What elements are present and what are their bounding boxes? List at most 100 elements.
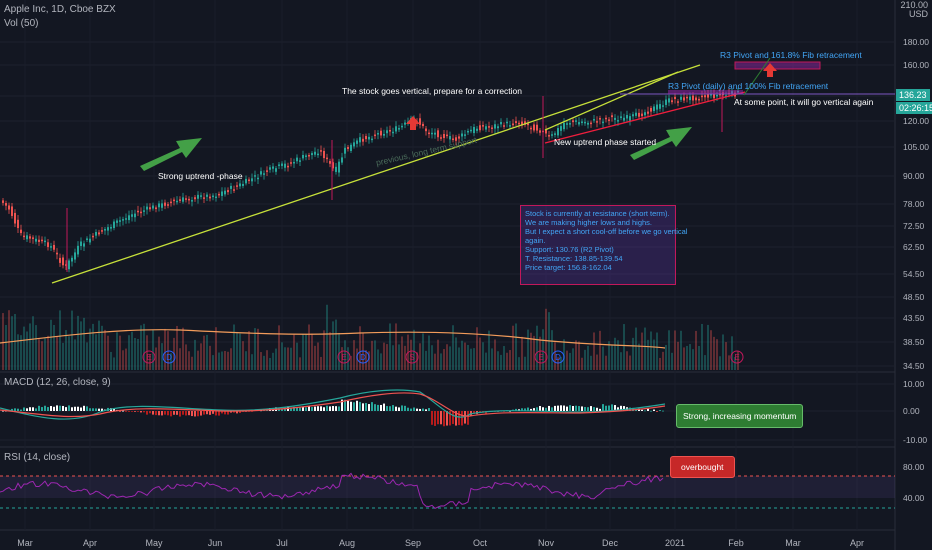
volume-bar	[218, 352, 220, 370]
volume-bar	[212, 355, 214, 370]
candle-body	[680, 96, 682, 100]
volume-bar	[245, 351, 247, 370]
candle-body	[476, 128, 478, 131]
candle-body	[275, 168, 277, 172]
candle-body	[392, 131, 394, 134]
macd-histogram-bar	[527, 407, 529, 411]
momentum-callout[interactable]: Strong, increasing momentum	[676, 404, 804, 428]
macd-legend[interactable]: MACD (12, 26, close, 9)	[4, 377, 111, 388]
macd-histogram-bar	[149, 411, 151, 414]
macd-histogram-bar	[650, 410, 652, 412]
macd-histogram-bar	[50, 405, 52, 411]
macd-histogram-bar	[32, 407, 34, 411]
volume-bar	[158, 336, 160, 370]
candle-body	[653, 106, 655, 112]
macd-histogram-bar	[14, 408, 16, 411]
macd-histogram-bar	[539, 405, 541, 411]
candle-body	[287, 165, 289, 168]
volume-bar	[413, 329, 415, 370]
volume-bar	[185, 344, 187, 370]
macd-histogram-bar	[659, 410, 661, 411]
candle-body	[452, 138, 454, 141]
rsi-legend[interactable]: RSI (14, close)	[4, 452, 71, 463]
macd-histogram-bar	[272, 409, 274, 411]
candle-body	[335, 166, 337, 172]
symbol-title[interactable]: Apple Inc, 1D, Cboe BZX	[4, 4, 116, 15]
volume-bar	[458, 347, 460, 370]
overbought-callout[interactable]: overbought	[670, 456, 735, 478]
candle-body	[656, 104, 658, 110]
volume-bar	[554, 342, 556, 370]
volume-bar	[515, 323, 517, 370]
volume-bar	[275, 348, 277, 370]
macd-histogram-bar	[644, 410, 646, 412]
macd-histogram-bar	[542, 407, 544, 411]
macd-histogram-bar	[38, 405, 40, 411]
macd-tick-label: -10.00	[903, 435, 927, 445]
volume-bar	[83, 317, 85, 370]
candle-body	[572, 120, 574, 123]
volume-bar	[488, 330, 490, 370]
currency-label[interactable]: USD	[908, 9, 928, 19]
macd-histogram-bar	[575, 405, 577, 411]
volume-bar	[425, 350, 427, 370]
volume-bar	[170, 353, 172, 370]
macd-histogram-bar	[662, 410, 664, 412]
candle-body	[83, 243, 85, 247]
volume-bar	[476, 327, 478, 370]
month-label: Aug	[339, 538, 355, 548]
volume-bar	[74, 339, 76, 370]
volume-bar	[50, 319, 52, 370]
macd-histogram-bar	[47, 407, 49, 411]
candle-body	[638, 112, 640, 117]
month-label: Apr	[83, 538, 97, 548]
macd-tick-label: 0.00	[903, 406, 920, 416]
macd-histogram-bar	[572, 405, 574, 411]
candle-body	[650, 107, 652, 112]
volume-bar	[344, 340, 346, 370]
month-label: Jun	[208, 538, 223, 548]
candle-body	[71, 257, 73, 262]
month-label: Dec	[602, 538, 619, 548]
candle-body	[470, 129, 472, 132]
volume-bar	[506, 352, 508, 370]
volume-bar	[710, 330, 712, 370]
price-tick-label: 78.00	[903, 199, 925, 209]
candle-body	[281, 163, 283, 166]
candle-body	[152, 205, 154, 209]
volume-bar	[617, 340, 619, 370]
volume-bar	[698, 345, 700, 370]
volume-bar	[494, 339, 496, 370]
candle-body	[569, 123, 571, 125]
month-label: Nov	[538, 538, 555, 548]
projection-line	[743, 57, 771, 96]
macd-histogram-bar	[359, 401, 361, 411]
macd-histogram-bar	[566, 406, 568, 411]
volume-bar	[263, 355, 265, 370]
candle-body	[530, 127, 532, 130]
volume-bar	[440, 353, 442, 370]
macd-histogram-bar	[191, 411, 193, 417]
volume-legend[interactable]: Vol (50)	[4, 18, 39, 29]
price-tick-label: 72.50	[903, 221, 925, 231]
infobox-line: again.	[525, 236, 546, 245]
analysis-textbox[interactable]: Stock is currently at resistance (short …	[520, 205, 687, 285]
candle-body	[170, 201, 172, 204]
volume-bar	[395, 323, 397, 370]
candle-body	[359, 137, 361, 143]
volume-bar	[557, 357, 559, 370]
volume-bar	[257, 328, 259, 370]
macd-histogram-bar	[23, 407, 25, 411]
macd-histogram-bar	[602, 404, 604, 411]
macd-histogram-bar	[152, 411, 154, 415]
target-arrow	[763, 63, 777, 77]
volume-bar	[401, 336, 403, 370]
macd-histogram-bar	[392, 405, 394, 411]
macd-histogram-bar	[188, 411, 190, 416]
volume-bar	[110, 351, 112, 370]
event-marker-label: E	[341, 353, 346, 362]
candle-body	[80, 241, 82, 246]
candle-body	[701, 95, 703, 98]
volume-bar	[293, 334, 295, 370]
